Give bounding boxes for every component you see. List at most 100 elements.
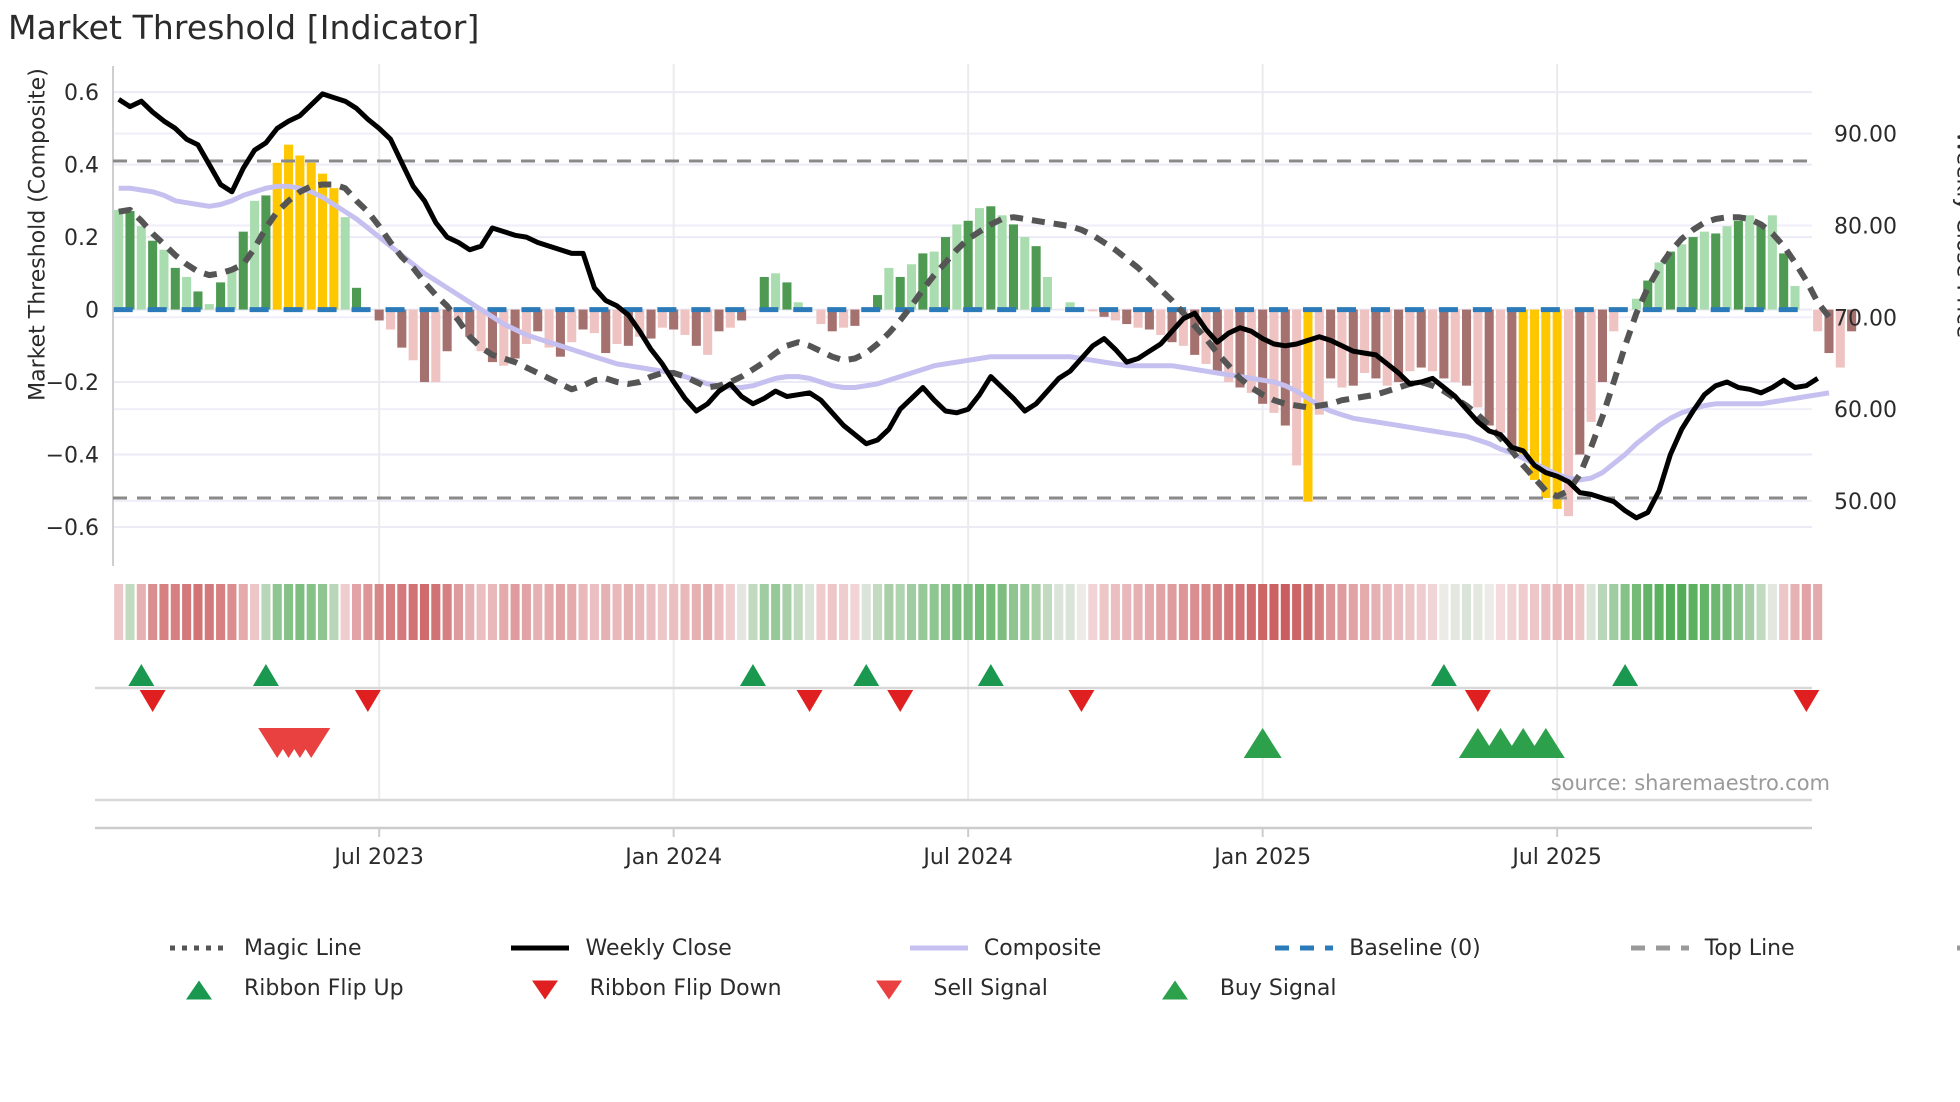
legend-item[interactable]: Magic Line bbox=[168, 936, 361, 961]
triangle-up-icon bbox=[186, 980, 212, 1000]
ribbon-cell bbox=[1031, 584, 1041, 640]
triangle-down-icon bbox=[858, 977, 920, 1000]
ribbon-cell bbox=[906, 584, 917, 640]
ribbon-cell bbox=[1575, 584, 1585, 640]
threshold-bar bbox=[193, 291, 203, 310]
ribbon-cell bbox=[1348, 584, 1358, 640]
ribbon-cell bbox=[1665, 584, 1675, 640]
ribbon-cell bbox=[1620, 584, 1630, 640]
legend-label: Weekly Close bbox=[585, 935, 732, 961]
ribbon-cell bbox=[1473, 584, 1483, 640]
threshold-bar bbox=[408, 309, 418, 361]
ribbon-cell bbox=[1020, 584, 1030, 640]
ribbon-cell bbox=[1631, 584, 1641, 640]
ribbon-cell bbox=[1688, 584, 1698, 640]
threshold-bar bbox=[1326, 309, 1336, 379]
ribbon-cell bbox=[125, 584, 135, 640]
threshold-bar bbox=[1190, 309, 1200, 355]
threshold-bar bbox=[510, 309, 520, 359]
threshold-bar bbox=[170, 267, 180, 310]
ribbon-cell bbox=[805, 584, 815, 640]
ribbon-cell bbox=[295, 584, 305, 640]
y-tick-left: 0 bbox=[85, 299, 99, 324]
ribbon-cell bbox=[1677, 584, 1687, 640]
threshold-bar bbox=[487, 309, 497, 363]
x-tick-label: Jan 2024 bbox=[623, 845, 722, 870]
y-tick-left: −0.4 bbox=[46, 444, 99, 469]
ribbon-cell bbox=[1428, 584, 1438, 640]
ribbon-cell bbox=[1292, 584, 1302, 640]
ribbon-cell bbox=[1495, 584, 1506, 640]
ribbon-cell bbox=[657, 584, 667, 640]
threshold-lines bbox=[113, 159, 1812, 500]
threshold-bar bbox=[1292, 309, 1302, 466]
threshold-bar bbox=[884, 267, 894, 310]
legend-item[interactable]: Ribbon Flip Up bbox=[168, 976, 404, 1001]
triangle-up-icon bbox=[168, 977, 230, 1000]
threshold-bar bbox=[182, 276, 192, 310]
threshold-bar bbox=[1371, 309, 1381, 379]
threshold-bar bbox=[578, 309, 588, 330]
threshold-bar bbox=[1156, 309, 1166, 335]
legend-item[interactable]: Bottom Line bbox=[1955, 936, 1960, 961]
ribbon-heatmap bbox=[114, 584, 1823, 640]
ribbon-cell bbox=[816, 584, 826, 640]
sell-signal-marker bbox=[292, 728, 331, 758]
ribbon-cell bbox=[669, 584, 679, 640]
threshold-bar bbox=[476, 309, 486, 352]
threshold-bar bbox=[555, 309, 565, 357]
legend-item[interactable]: Buy Signal bbox=[1144, 976, 1336, 1001]
threshold-bar bbox=[1745, 215, 1755, 310]
threshold-bar bbox=[1541, 309, 1551, 499]
legend-item[interactable]: Sell Signal bbox=[858, 976, 1048, 1001]
buy-signal-marker bbox=[1526, 728, 1565, 758]
ribbon-cell bbox=[1280, 584, 1290, 640]
threshold-bar bbox=[125, 210, 135, 310]
threshold-bar bbox=[1631, 298, 1641, 310]
ribbon-cell bbox=[601, 584, 611, 640]
ribbon-cell bbox=[1133, 584, 1143, 640]
threshold-bar bbox=[997, 215, 1007, 310]
threshold-bar bbox=[1552, 309, 1562, 509]
threshold-bar bbox=[374, 309, 384, 321]
threshold-bar bbox=[1711, 233, 1721, 310]
threshold-bar bbox=[204, 304, 214, 310]
threshold-bar bbox=[284, 144, 294, 310]
threshold-bar bbox=[1507, 309, 1517, 448]
legend-item[interactable]: Baseline (0) bbox=[1273, 936, 1481, 961]
threshold-bar bbox=[1224, 309, 1234, 383]
threshold-bar bbox=[148, 240, 158, 310]
legend-item[interactable]: Ribbon Flip Down bbox=[514, 976, 782, 1001]
threshold-bar bbox=[1258, 309, 1268, 404]
threshold-bar bbox=[1088, 309, 1098, 312]
ribbon-flip-up-marker bbox=[1612, 664, 1639, 686]
legend-item[interactable]: Top Line bbox=[1629, 936, 1795, 961]
ribbon-cell bbox=[385, 584, 396, 640]
ribbon-flip-down-marker bbox=[354, 690, 381, 712]
ribbon-cell bbox=[250, 584, 260, 640]
ribbon-cell bbox=[465, 584, 475, 640]
ribbon-cell bbox=[204, 584, 214, 640]
threshold-bar bbox=[963, 220, 973, 310]
ribbon-cell bbox=[193, 584, 203, 640]
y-tick-left: 0.6 bbox=[64, 81, 99, 106]
dashed-line-swatch bbox=[1955, 937, 1960, 959]
legend-label: Composite bbox=[983, 935, 1102, 961]
threshold-bar bbox=[703, 309, 713, 355]
ribbon-cell bbox=[1110, 584, 1120, 640]
chart-plot-area: 0.6 0.4 0.2 0 −0.2 −0.4 −0.6 90.00 80.00 70.00 60.… bbox=[46, 64, 1897, 870]
threshold-bar bbox=[601, 309, 611, 354]
source-watermark: source: sharemaestro.com bbox=[1551, 771, 1830, 795]
ribbon-cell bbox=[691, 584, 701, 640]
threshold-bar bbox=[1428, 309, 1438, 372]
ribbon-cell bbox=[1178, 584, 1188, 640]
ribbon-cell bbox=[1246, 584, 1256, 640]
x-tick-label: Jul 2025 bbox=[1510, 845, 1602, 870]
ribbon-cell bbox=[487, 584, 497, 640]
y-tick-right: 70.00 bbox=[1834, 306, 1897, 331]
threshold-bar bbox=[1144, 309, 1154, 330]
threshold-bar bbox=[329, 188, 339, 310]
legend-item[interactable]: Composite bbox=[908, 936, 1101, 961]
legend-item[interactable]: Weekly Close bbox=[509, 935, 732, 961]
ribbon-cell bbox=[136, 584, 146, 640]
